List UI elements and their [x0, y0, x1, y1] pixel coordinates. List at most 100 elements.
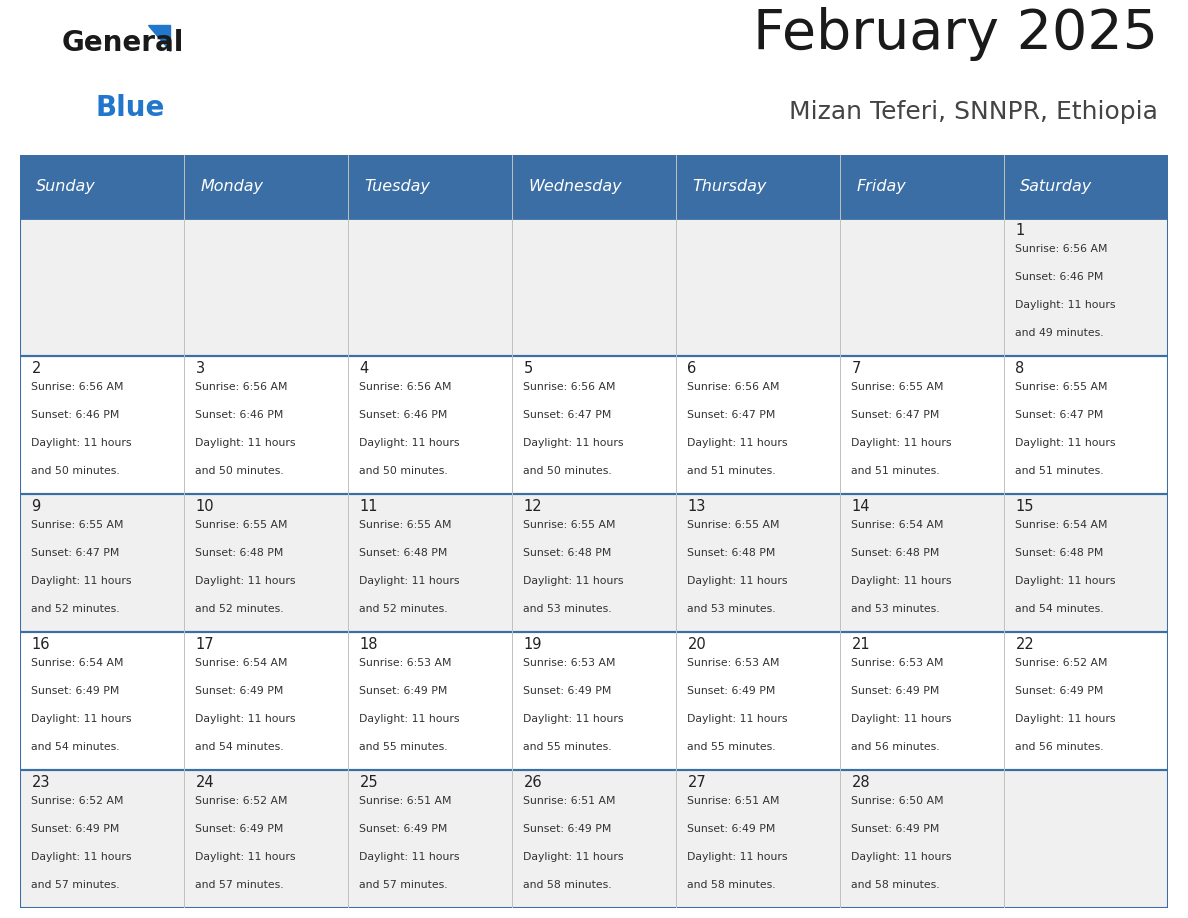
Text: Sunrise: 6:56 AM: Sunrise: 6:56 AM: [524, 382, 617, 392]
Text: Sunset: 6:49 PM: Sunset: 6:49 PM: [31, 824, 120, 834]
Text: Sunset: 6:48 PM: Sunset: 6:48 PM: [196, 548, 284, 558]
Text: Thursday: Thursday: [693, 179, 766, 194]
Text: Sunset: 6:48 PM: Sunset: 6:48 PM: [1016, 548, 1104, 558]
Text: Daylight: 11 hours: Daylight: 11 hours: [31, 852, 132, 862]
Text: February 2025: February 2025: [753, 7, 1158, 62]
Text: and 56 minutes.: and 56 minutes.: [1016, 742, 1104, 752]
Text: 22: 22: [1016, 637, 1035, 652]
Text: 1: 1: [1016, 223, 1025, 238]
Text: 14: 14: [852, 498, 870, 514]
Text: 16: 16: [31, 637, 50, 652]
Text: Sunrise: 6:56 AM: Sunrise: 6:56 AM: [196, 382, 287, 392]
Text: and 58 minutes.: and 58 minutes.: [688, 880, 776, 890]
Text: Daylight: 11 hours: Daylight: 11 hours: [196, 714, 296, 724]
Text: Sunset: 6:47 PM: Sunset: 6:47 PM: [852, 410, 940, 420]
Text: Daylight: 11 hours: Daylight: 11 hours: [688, 852, 788, 862]
Bar: [348, 632, 512, 770]
Bar: [348, 494, 512, 632]
Text: and 54 minutes.: and 54 minutes.: [1016, 604, 1104, 614]
Text: Sunset: 6:49 PM: Sunset: 6:49 PM: [196, 686, 284, 696]
Text: Sunrise: 6:56 AM: Sunrise: 6:56 AM: [360, 382, 451, 392]
Bar: [348, 218, 512, 356]
Text: Daylight: 11 hours: Daylight: 11 hours: [31, 438, 132, 448]
Text: and 57 minutes.: and 57 minutes.: [31, 880, 120, 890]
Bar: [20, 155, 184, 218]
Text: and 50 minutes.: and 50 minutes.: [31, 466, 120, 476]
Bar: [512, 218, 676, 356]
Text: and 58 minutes.: and 58 minutes.: [524, 880, 612, 890]
Bar: [20, 494, 184, 632]
Text: Daylight: 11 hours: Daylight: 11 hours: [360, 852, 460, 862]
Polygon shape: [148, 26, 170, 51]
Text: and 51 minutes.: and 51 minutes.: [688, 466, 776, 476]
Bar: [512, 155, 676, 218]
Text: and 55 minutes.: and 55 minutes.: [688, 742, 776, 752]
Bar: [676, 155, 840, 218]
Bar: [512, 632, 676, 770]
Text: Daylight: 11 hours: Daylight: 11 hours: [360, 714, 460, 724]
Text: Sunset: 6:49 PM: Sunset: 6:49 PM: [852, 686, 940, 696]
Text: Daylight: 11 hours: Daylight: 11 hours: [524, 577, 624, 586]
Bar: [512, 494, 676, 632]
Text: and 52 minutes.: and 52 minutes.: [196, 604, 284, 614]
Text: Sunset: 6:47 PM: Sunset: 6:47 PM: [1016, 410, 1104, 420]
Text: 25: 25: [360, 775, 378, 790]
Text: Friday: Friday: [857, 179, 906, 194]
Text: and 57 minutes.: and 57 minutes.: [360, 880, 448, 890]
Text: 7: 7: [852, 361, 861, 375]
Text: and 51 minutes.: and 51 minutes.: [852, 466, 940, 476]
Text: Sunset: 6:46 PM: Sunset: 6:46 PM: [31, 410, 120, 420]
Text: 26: 26: [524, 775, 542, 790]
Text: Daylight: 11 hours: Daylight: 11 hours: [196, 577, 296, 586]
Text: Sunrise: 6:52 AM: Sunrise: 6:52 AM: [1016, 658, 1108, 668]
Text: Sunrise: 6:56 AM: Sunrise: 6:56 AM: [688, 382, 781, 392]
Text: Sunset: 6:46 PM: Sunset: 6:46 PM: [196, 410, 284, 420]
Text: and 52 minutes.: and 52 minutes.: [31, 604, 120, 614]
Text: Daylight: 11 hours: Daylight: 11 hours: [360, 577, 460, 586]
Bar: [1004, 155, 1168, 218]
Text: Daylight: 11 hours: Daylight: 11 hours: [688, 577, 788, 586]
Text: and 53 minutes.: and 53 minutes.: [524, 604, 612, 614]
Bar: [676, 218, 840, 356]
Text: and 56 minutes.: and 56 minutes.: [852, 742, 940, 752]
Text: and 54 minutes.: and 54 minutes.: [31, 742, 120, 752]
Bar: [676, 632, 840, 770]
Text: Daylight: 11 hours: Daylight: 11 hours: [852, 714, 952, 724]
Text: Sunset: 6:49 PM: Sunset: 6:49 PM: [1016, 686, 1104, 696]
Text: and 50 minutes.: and 50 minutes.: [196, 466, 284, 476]
Text: 9: 9: [31, 498, 40, 514]
Text: Sunrise: 6:54 AM: Sunrise: 6:54 AM: [1016, 521, 1108, 531]
Bar: [348, 770, 512, 908]
Text: and 54 minutes.: and 54 minutes.: [196, 742, 284, 752]
Text: Sunrise: 6:55 AM: Sunrise: 6:55 AM: [688, 521, 781, 531]
Text: and 53 minutes.: and 53 minutes.: [852, 604, 940, 614]
Text: Sunrise: 6:53 AM: Sunrise: 6:53 AM: [360, 658, 451, 668]
Bar: [1004, 356, 1168, 494]
Bar: [676, 356, 840, 494]
Text: Daylight: 11 hours: Daylight: 11 hours: [524, 438, 624, 448]
Text: Wednesday: Wednesday: [529, 179, 623, 194]
Text: Daylight: 11 hours: Daylight: 11 hours: [1016, 714, 1116, 724]
Bar: [1004, 494, 1168, 632]
Text: Daylight: 11 hours: Daylight: 11 hours: [1016, 438, 1116, 448]
Bar: [676, 494, 840, 632]
Text: Sunrise: 6:55 AM: Sunrise: 6:55 AM: [1016, 382, 1108, 392]
Text: and 50 minutes.: and 50 minutes.: [360, 466, 448, 476]
Text: Sunset: 6:49 PM: Sunset: 6:49 PM: [524, 686, 612, 696]
Text: and 50 minutes.: and 50 minutes.: [524, 466, 612, 476]
Text: Sunrise: 6:54 AM: Sunrise: 6:54 AM: [852, 521, 944, 531]
Text: and 53 minutes.: and 53 minutes.: [688, 604, 776, 614]
Text: and 55 minutes.: and 55 minutes.: [360, 742, 448, 752]
Text: Sunrise: 6:56 AM: Sunrise: 6:56 AM: [1016, 244, 1108, 254]
Bar: [348, 356, 512, 494]
Bar: [184, 356, 348, 494]
Bar: [20, 632, 184, 770]
Text: General: General: [62, 29, 184, 58]
Text: 10: 10: [196, 498, 214, 514]
Text: and 57 minutes.: and 57 minutes.: [196, 880, 284, 890]
Text: 12: 12: [524, 498, 542, 514]
Text: Sunrise: 6:55 AM: Sunrise: 6:55 AM: [360, 521, 451, 531]
Bar: [676, 770, 840, 908]
Text: 4: 4: [360, 361, 368, 375]
Text: Blue: Blue: [95, 95, 164, 122]
